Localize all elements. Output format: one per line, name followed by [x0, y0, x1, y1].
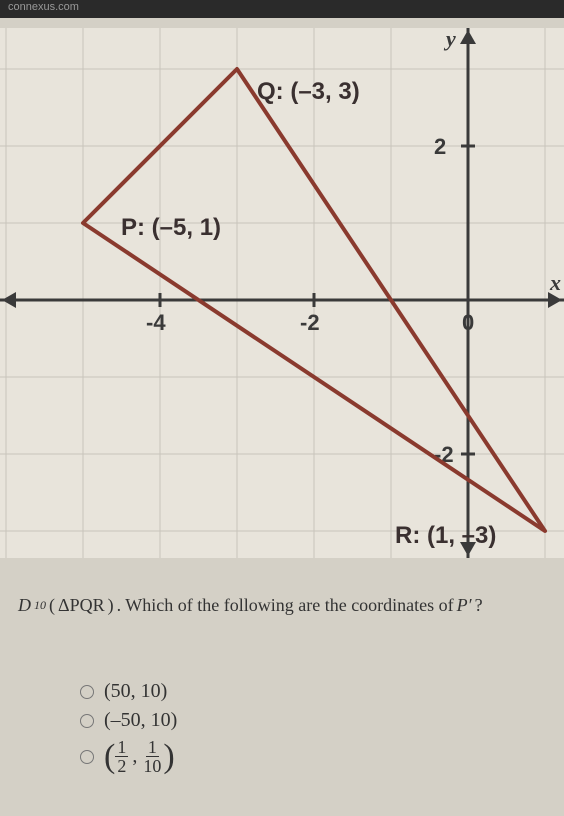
- question-text: D10 (ΔPQR) . Which of the following are …: [18, 595, 483, 616]
- browser-bar: connexus.com: [0, 0, 564, 18]
- radio-icon[interactable]: [80, 714, 94, 728]
- url-fragment: connexus.com: [8, 1, 79, 13]
- frac1-den: 2: [115, 757, 128, 775]
- option-2[interactable]: (–50, 10): [80, 709, 177, 732]
- svg-text:-4: -4: [146, 310, 166, 335]
- svg-text:R: (1, –3): R: (1, –3): [395, 522, 496, 549]
- radio-icon[interactable]: [80, 750, 94, 764]
- svg-text:x: x: [549, 270, 561, 295]
- frac2-num: 1: [146, 738, 159, 757]
- svg-text:Q: (–3, 3): Q: (–3, 3): [257, 78, 360, 105]
- svg-text:0: 0: [462, 310, 474, 335]
- svg-text:P: (–5, 1): P: (–5, 1): [121, 214, 221, 241]
- coordinate-graph: yx-4-202-2P: (–5, 1)Q: (–3, 3)R: (1, –3): [0, 28, 564, 558]
- frac1-num: 1: [115, 738, 128, 757]
- option-3[interactable]: ( 12 , 110 ): [80, 738, 177, 775]
- frac2-den: 10: [141, 757, 163, 775]
- svg-text:y: y: [443, 28, 456, 51]
- option-1[interactable]: (50, 10): [80, 680, 177, 703]
- option-2-text: (–50, 10): [104, 709, 177, 732]
- svg-text:2: 2: [434, 134, 446, 159]
- answer-options: (50, 10) (–50, 10) ( 12 , 110 ): [80, 680, 177, 781]
- dilation-factor: 10: [34, 598, 46, 613]
- option-1-text: (50, 10): [104, 680, 167, 703]
- question-var: P′: [457, 595, 472, 616]
- question-qmark: ?: [475, 595, 483, 616]
- svg-text:-2: -2: [300, 310, 320, 335]
- radio-icon[interactable]: [80, 685, 94, 699]
- dilation-arg: ΔPQR: [58, 595, 105, 616]
- question-tail: . Which of the following are the coordin…: [117, 595, 454, 616]
- graph-svg: yx-4-202-2P: (–5, 1)Q: (–3, 3)R: (1, –3): [0, 28, 564, 558]
